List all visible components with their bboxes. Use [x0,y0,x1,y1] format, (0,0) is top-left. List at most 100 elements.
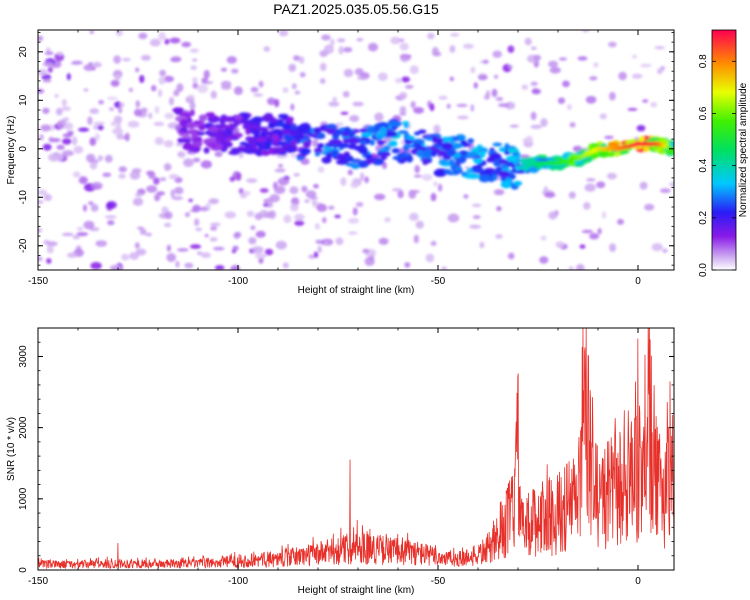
colorbar-ticks: 0.0 0.2 0.4 0.6 0.8 [698,54,736,277]
heatmap-cell [277,141,288,146]
heatmap-cell [43,239,51,245]
heatmap-cell [164,38,170,45]
heatmap-cell [127,120,140,128]
snr-y-tick-label: 3000 [18,345,29,368]
spectrogram-y-tick-label: -20 [18,238,29,253]
heatmap-cell [385,131,398,138]
heatmap-cell [135,100,141,108]
heatmap-cell [170,57,182,63]
heatmap-cell [191,138,197,142]
heatmap-cell [90,204,99,212]
heatmap-cell [46,47,51,52]
spectrogram-x-axis-label: Height of straight line (km) [298,285,415,296]
heatmap-cell [562,80,570,88]
heatmap-cell [618,71,627,81]
heatmap-cell [233,123,239,127]
heatmap-cell [583,201,591,210]
heatmap-cell [139,75,145,83]
heatmap-cell [338,46,344,55]
heatmap-cell [507,252,515,260]
heatmap-cell [284,145,298,154]
heatmap-cell [166,253,177,262]
heatmap-cell [356,38,364,42]
heatmap-cell [589,76,598,81]
heatmap-cell [175,260,180,268]
snr-ticks: -150 -100 -50 0 0 1000 2000 3000 [18,327,674,587]
heatmap-cell [469,224,482,229]
heatmap-cell [335,122,345,126]
heatmap-cell [467,138,475,144]
heatmap-cell [137,226,144,230]
heatmap-cell [489,152,502,160]
heatmap-cell [282,262,289,269]
heatmap-cell [169,37,181,44]
heatmap-cell [263,46,271,52]
heatmap-cell [463,194,469,199]
heatmap-cell [242,124,254,129]
heatmap-cell [290,203,299,212]
heatmap-cell [61,106,71,111]
heatmap-cell [89,137,97,146]
heatmap-cell [362,248,370,254]
heatmap-cell [282,87,289,93]
heatmap-cell [182,143,191,151]
heatmap-cell [156,191,166,196]
heatmap-cell [119,102,125,108]
heatmap-cell [498,147,507,153]
heatmap-cell [206,142,217,148]
heatmap-cell [606,152,615,157]
heatmap-cell [348,217,360,224]
heatmap-cell [128,87,133,92]
heatmap-cell [106,201,117,209]
heatmap-cell [437,183,443,192]
heatmap-cell [322,146,332,151]
heatmap-cell [387,141,397,147]
heatmap-cell [483,59,489,65]
heatmap-cell [278,113,288,119]
heatmap-cell [187,94,195,99]
heatmap-cell [431,46,439,56]
heatmap-cell [335,237,344,246]
heatmap-cell [391,148,400,154]
heatmap-cell [403,122,410,129]
heatmap-cell [485,90,491,99]
heatmap-cell [455,144,464,148]
heatmap-cell [231,249,236,254]
heatmap-cell [543,186,548,193]
heatmap-cell [413,174,422,178]
heatmap-cell [355,202,364,207]
heatmap-cell [38,189,48,196]
heatmap-cell [208,126,219,133]
heatmap-cell [148,112,153,119]
heatmap-cell [50,138,61,143]
heatmap-cell [330,150,339,158]
heatmap-cell [380,152,388,161]
heatmap-cell [588,153,599,159]
heatmap-cell [132,197,144,206]
heatmap-cell [509,124,519,128]
heatmap-cell [98,100,104,105]
heatmap-cell [204,234,209,238]
heatmap-cell [135,248,147,256]
heatmap-cell [533,54,542,61]
heatmap-cell [399,42,409,51]
heatmap-cell [408,189,421,194]
heatmap-cell [627,107,638,111]
heatmap-cell [326,47,332,51]
heatmap-cell [118,173,126,179]
heatmap-cell [441,266,447,270]
heatmap-cell [153,177,160,185]
heatmap-cell [404,152,410,157]
heatmap-cell [378,237,389,245]
heatmap-cell [110,79,120,87]
heatmap-cell [643,144,649,153]
heatmap-cell [609,91,616,101]
heatmap-cell [188,198,193,203]
heatmap-cell [450,32,460,37]
heatmap-cell [278,30,289,37]
heatmap-cell [358,146,368,155]
snr-y-tick-label: 1000 [18,487,29,510]
heatmap-cell [445,149,456,156]
spectrogram-x-tick-label: -150 [28,276,48,287]
heatmap-cell [275,240,287,250]
